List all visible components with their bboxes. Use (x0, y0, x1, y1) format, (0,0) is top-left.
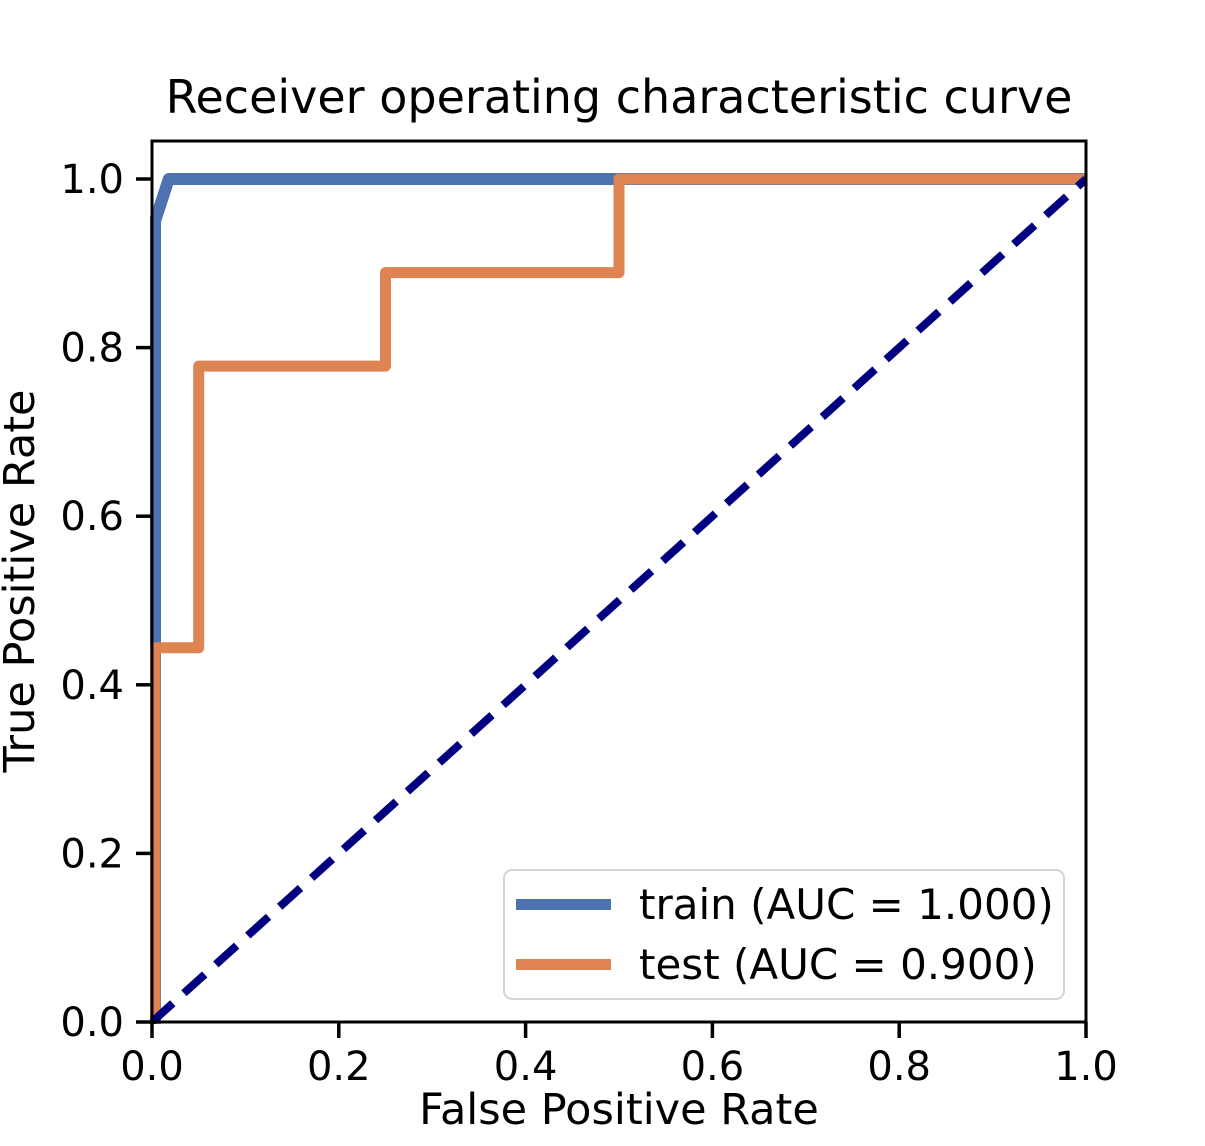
legend-label: train (AUC = 1.000) (639, 879, 1054, 929)
y-tick-label: 0.2 (60, 831, 124, 877)
legend-swatch-line (516, 899, 611, 910)
x-tick-label: 1.0 (1054, 1044, 1118, 1090)
y-tick-label: 1.0 (60, 157, 124, 203)
roc-curve-line (150, 173, 1087, 1024)
x-tick-label: 0.2 (307, 1044, 371, 1090)
chart-title: Receiver operating characteristic curve (166, 70, 1073, 124)
x-axis-label: False Positive Rate (419, 1085, 819, 1135)
x-tick-label: 0.0 (120, 1044, 184, 1090)
ticks-group: 0.0 0.2 0.4 0.6 0.8 1.0 0.0 0.2 0.4 0.6 0.8 1.0 (60, 157, 1117, 1090)
y-tick-label: 0.8 (60, 326, 124, 372)
y-tick-label: 0.4 (60, 663, 124, 709)
x-tick-label: 0.6 (681, 1044, 745, 1090)
legend-entry: test (AUC = 0.900) (516, 942, 1063, 988)
y-tick-label: 0.0 (60, 1000, 124, 1046)
plot-series-group (150, 173, 1087, 1024)
x-tick-label: 0.4 (494, 1044, 558, 1090)
legend-swatch-line (516, 959, 611, 970)
y-tick-label: 0.6 (60, 494, 124, 540)
axes-frame (150, 139, 1088, 1024)
chance-diagonal-line (150, 176, 1087, 1024)
legend: train (AUC = 1.000) test (AUC = 0.900) (503, 869, 1065, 1000)
y-axis-label: True Positive Rate (0, 389, 45, 773)
legend-entry: train (AUC = 1.000) (516, 882, 1063, 928)
x-tick-label: 0.8 (867, 1044, 931, 1090)
legend-label: test (AUC = 0.900) (639, 939, 1037, 989)
